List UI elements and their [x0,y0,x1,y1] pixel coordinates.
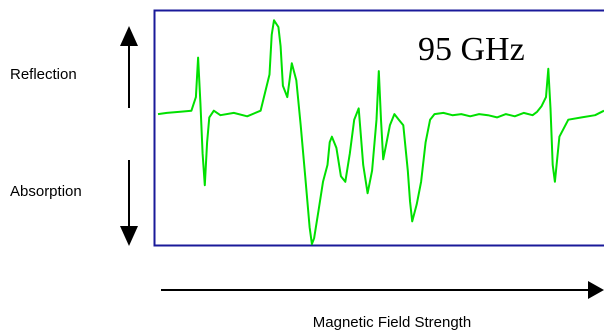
absorption-label: Absorption [10,183,82,200]
absorption-arrow-head [120,226,138,246]
reflection-arrow-head [120,26,138,46]
x-axis-label: Magnetic Field Strength [313,314,471,331]
trace-line [157,19,604,245]
plot-frame [153,9,604,247]
field-arrow-head [588,281,604,299]
reflection-label: Reflection [10,66,77,83]
frequency-annotation: 95 GHz [418,31,525,68]
